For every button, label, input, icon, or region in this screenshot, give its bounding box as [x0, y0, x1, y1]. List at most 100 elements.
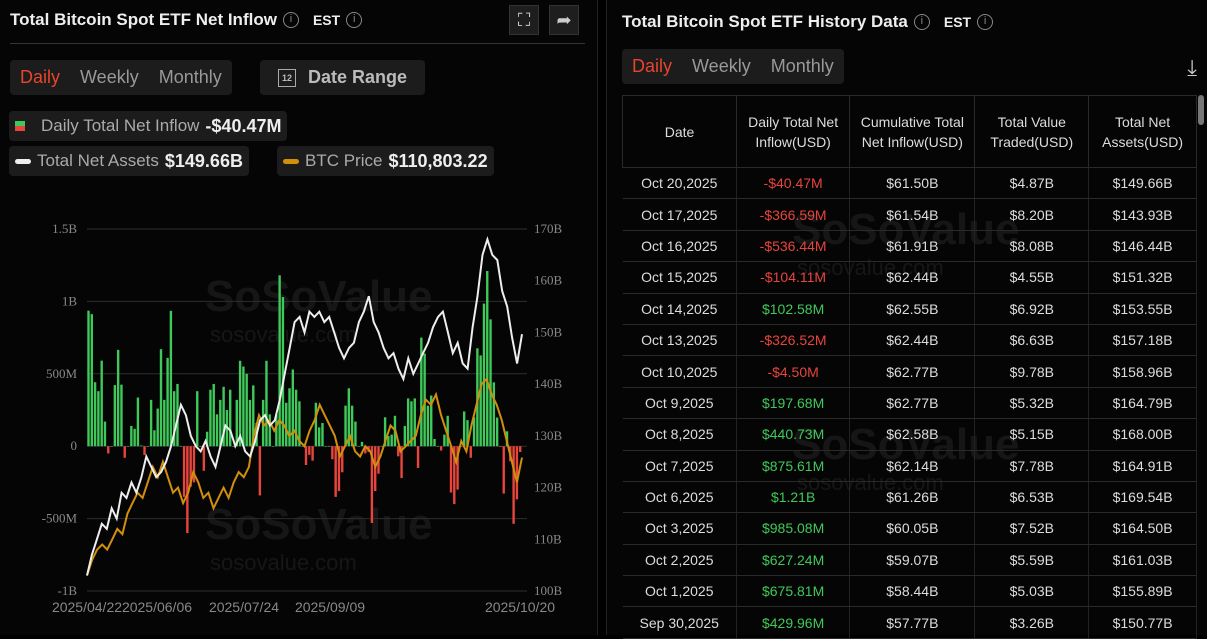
inflow-bar [341, 446, 344, 473]
info-icon[interactable]: i [282, 12, 299, 28]
table-row[interactable]: Oct 20,2025 -$40.47M $61.50B $4.87B $149.66B [622, 167, 1197, 200]
table-cell: $6.92B [974, 293, 1090, 325]
table-cell: $62.55B [849, 293, 976, 325]
inflow-bar [285, 402, 288, 447]
inflow-bar [331, 446, 334, 460]
tab-daily[interactable]: Daily [20, 67, 61, 87]
inflow-bar [116, 349, 120, 447]
table-row[interactable]: Sep 30,2025 $429.96M $57.77B $3.26B $150.77B [622, 606, 1197, 639]
btc-swatch-icon [283, 158, 299, 164]
table-cell: $197.68M [736, 387, 851, 420]
x-tick-label: 2025/10/20 [485, 599, 555, 615]
inflow-bar [370, 446, 374, 523]
info-icon[interactable]: i [913, 14, 930, 30]
inflow-bar [179, 446, 182, 447]
table-cell: $146.44B [1088, 230, 1197, 263]
table-cell: Oct 14,2025 [622, 293, 737, 325]
table-row[interactable]: Oct 9,2025 $197.68M $62.77B $5.32B $164.79B [622, 387, 1197, 420]
tab-monthly[interactable]: Monthly [770, 56, 834, 76]
table-cell: $627.24M [736, 544, 851, 577]
table-cell: $429.96M [736, 606, 851, 639]
right-tick-label: 160B [534, 273, 563, 288]
right-tick-label: 170B [534, 221, 563, 236]
table-cell: $5.32B [974, 387, 1090, 420]
table-row[interactable]: Oct 6,2025 $1.21B $61.26B $6.53B $169.54B [622, 481, 1197, 514]
inflow-bar [268, 414, 271, 447]
inflow-bar [229, 389, 232, 447]
table-row[interactable]: Oct 3,2025 $985.08M $60.05B $7.52B $164.50B [622, 512, 1197, 545]
timezone-info-icon[interactable]: i [977, 14, 994, 30]
inflow-swatch-icon [15, 121, 25, 131]
table-cell: $149.66B [1088, 167, 1197, 200]
timezone-info-icon[interactable]: i [346, 12, 363, 28]
table-cell: Oct 6,2025 [622, 481, 737, 514]
inflow-bar [186, 446, 189, 534]
history-panel: Total Bitcoin Spot ETF History Data i ES… [606, 0, 1207, 639]
legend-inflow-value: -$40.47M [205, 115, 282, 136]
column-header: Total Value Traded(USD) [974, 95, 1090, 168]
inflow-bar [357, 446, 360, 447]
inflow-bar [321, 423, 324, 447]
inflow-bar [364, 446, 367, 454]
left-tick-label: -500M [42, 511, 78, 526]
fullscreen-icon[interactable]: ⛶ [509, 5, 539, 35]
left-tick-label: 500M [46, 366, 78, 381]
table-row[interactable]: Oct 15,2025 -$104.11M $62.44B $4.55B $151.32… [622, 261, 1197, 294]
table-cell: Oct 7,2025 [622, 450, 737, 482]
table-cell: $168.00B [1088, 418, 1197, 451]
table-cell: -$40.47M [736, 167, 851, 200]
table-row[interactable]: Oct 16,2025 -$536.44M $61.91B $8.08B $146.44… [622, 230, 1197, 263]
download-icon[interactable]: ⤓ [1187, 55, 1197, 80]
tab-weekly[interactable]: Weekly [692, 56, 751, 76]
table-row[interactable]: Oct 10,2025 -$4.50M $62.77B $9.78B $158.96B [622, 355, 1197, 388]
table-cell: $875.61M [736, 450, 851, 482]
inflow-bar [304, 446, 308, 466]
inflow-bar [430, 395, 433, 447]
inflow-bar [479, 355, 482, 447]
table-row[interactable]: Oct 1,2025 $675.81M $58.44B $5.03B $155.89B [622, 575, 1197, 608]
table-cell: $61.54B [849, 198, 976, 231]
share-icon[interactable]: ➦ [549, 5, 579, 35]
inflow-bar [294, 389, 298, 447]
left-tick-label: 1B [62, 293, 78, 308]
inflow-bar [130, 425, 133, 447]
inflow-bar [196, 391, 199, 447]
inflow-chart[interactable]: 1.5B 1B 500M 0 -500M -1B 170B 160B 150B 140B 130B 1… [0, 0, 598, 635]
inflow-bar [492, 382, 496, 447]
table-row[interactable]: Oct 17,2025 -$366.59M $61.54B $8.20B $143.93… [622, 198, 1197, 231]
legend-assets-value: $149.66B [164, 150, 243, 171]
inflow-bar [495, 417, 499, 447]
legend-btc-value: $110,803.22 [388, 150, 488, 171]
legend-assets[interactable]: Total Net Assets $149.66B [9, 146, 249, 176]
inflow-bar [324, 446, 327, 447]
scrollbar[interactable] [1198, 95, 1204, 125]
table-row[interactable]: Oct 8,2025 $440.73M $62.58B $5.15B $168.00B [622, 418, 1197, 451]
inflow-bar [265, 360, 268, 447]
table-cell: $161.03B [1088, 544, 1197, 577]
table-cell: $155.89B [1088, 575, 1197, 608]
legend-btc[interactable]: BTC Price $110,803.22 [277, 146, 494, 176]
inflow-bar [403, 425, 407, 447]
inflow-bar [436, 446, 440, 447]
left-tick-label: 0 [71, 438, 78, 453]
table-row[interactable]: Oct 2,2025 $627.24M $59.07B $5.59B $161.03B [622, 544, 1197, 577]
inflow-bar [390, 434, 393, 447]
inflow-bar [258, 446, 262, 496]
calendar-icon: 12 [278, 68, 296, 87]
table-cell: $60.05B [849, 512, 976, 545]
table-row[interactable]: Oct 7,2025 $875.61M $62.14B $7.78B $164.91B [622, 450, 1197, 482]
tab-monthly[interactable]: Monthly [158, 67, 222, 87]
tab-daily[interactable]: Daily [632, 56, 673, 76]
inflow-bar [456, 446, 459, 490]
column-header: Daily Total Net Inflow(USD) [735, 95, 851, 168]
table-row[interactable]: Oct 14,2025 $102.58M $62.55B $6.92B $153.55B [622, 293, 1197, 325]
inflow-bar [205, 431, 209, 447]
inflow-bar [489, 319, 492, 447]
tab-weekly[interactable]: Weekly [80, 67, 139, 87]
inflow-bar [519, 446, 522, 452]
legend-inflow[interactable]: Daily Total Net Inflow -$40.47M [9, 111, 288, 141]
table-row[interactable]: Oct 13,2025 -$326.52M $62.44B $6.63B $157.18… [622, 324, 1197, 357]
inflow-bar [146, 446, 150, 447]
inflow-bar [215, 414, 219, 447]
date-range-button[interactable]: 12 Date Range [260, 60, 426, 95]
